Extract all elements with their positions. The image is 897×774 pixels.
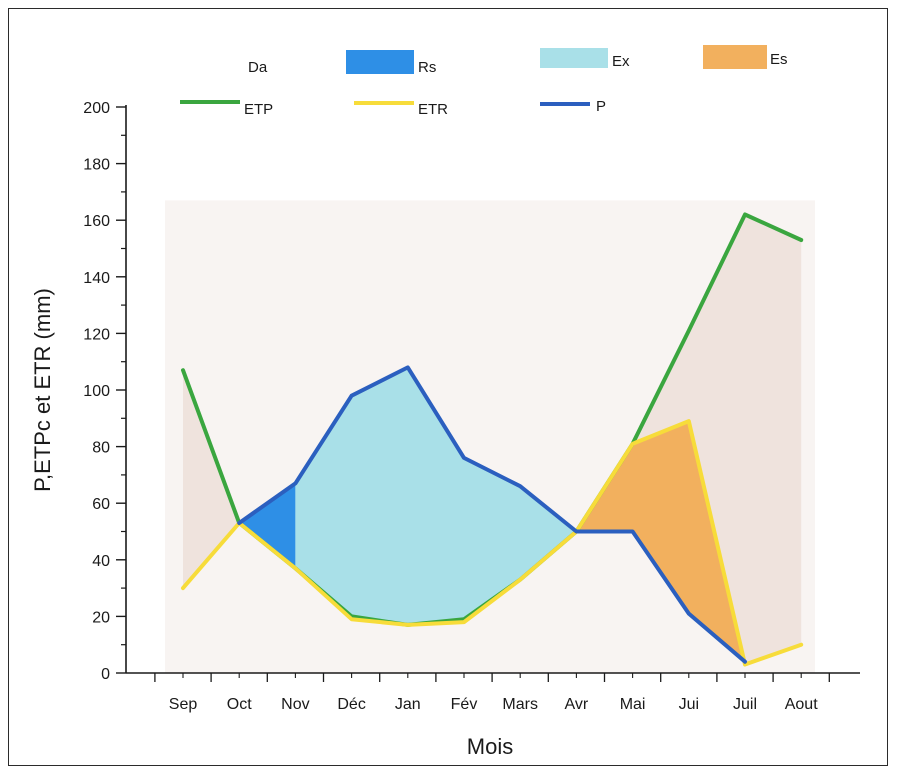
x-tick-label: Mars (502, 696, 538, 713)
x-tick-label: Fév (451, 696, 478, 713)
area-ex (295, 367, 577, 625)
legend-swatch-es (703, 45, 767, 69)
x-tick-label: Déc (337, 696, 365, 713)
y-tick-label: 0 (101, 666, 110, 683)
area-rs (239, 483, 296, 569)
legend: Da Rs Ex Es ETP ETR P (180, 45, 788, 118)
legend-swatch-ex (540, 48, 608, 68)
y-tick-label: 40 (92, 553, 110, 570)
legend-label-es: Es (770, 51, 788, 68)
legend-label-da: Da (248, 59, 268, 76)
y-tick-label: 180 (83, 157, 110, 174)
y-axis-title: P,ETPc et ETR (mm) (30, 288, 55, 492)
x-tick-label: Juil (733, 696, 757, 713)
x-tick-label: Jan (395, 696, 421, 713)
y-tick-label: 100 (83, 383, 110, 400)
x-tick-label: Oct (227, 696, 252, 713)
areas-layer (165, 200, 815, 673)
legend-label-etp: ETP (244, 101, 273, 118)
lines-layer (181, 212, 804, 667)
chart-frame (8, 8, 888, 766)
legend-label-etr: ETR (418, 101, 448, 118)
y-tick-label: 20 (92, 609, 110, 626)
x-tick-label: Aout (785, 696, 818, 713)
y-tick-label: 200 (83, 100, 110, 117)
series-line-p (237, 365, 747, 664)
legend-swatch-rs (346, 50, 414, 74)
y-tick-label: 140 (83, 270, 110, 287)
area-da (183, 214, 802, 665)
x-tick-label: Nov (281, 696, 309, 713)
x-axis-title: Mois (467, 734, 513, 759)
legend-label-ex: Ex (612, 53, 630, 70)
x-tick-label: Avr (565, 696, 589, 713)
legend-label-p: P (596, 98, 606, 115)
y-tick-label: 60 (92, 496, 110, 513)
x-tick-label: Mai (620, 696, 646, 713)
axes-layer: 0 20 40 60 80 100 120 140 160 180 200 Sep Oct Nov Déc J… (83, 100, 860, 713)
y-tick-label: 120 (83, 326, 110, 343)
x-tick-label: Jui (679, 696, 699, 713)
series-line-etr (181, 419, 804, 667)
y-tick-label: 160 (83, 213, 110, 230)
legend-label-rs: Rs (418, 59, 436, 76)
x-tick-label: Sep (169, 696, 198, 713)
y-tick-label: 80 (92, 440, 110, 457)
